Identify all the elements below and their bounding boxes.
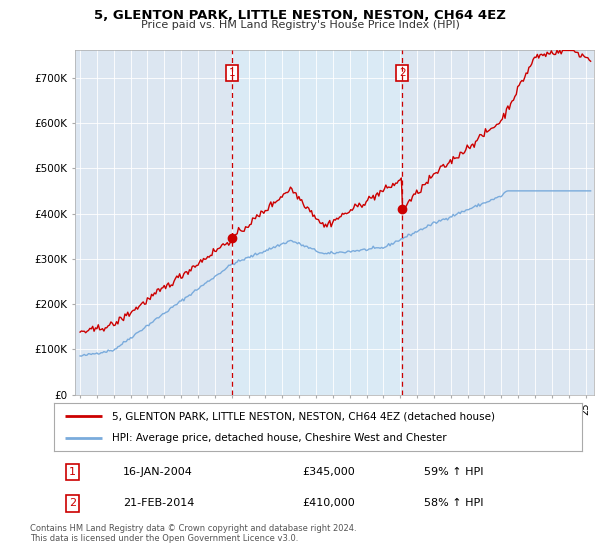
- Text: £345,000: £345,000: [302, 467, 355, 477]
- Text: Contains HM Land Registry data © Crown copyright and database right 2024.
This d: Contains HM Land Registry data © Crown c…: [30, 524, 356, 543]
- Text: 16-JAN-2004: 16-JAN-2004: [122, 467, 193, 477]
- Text: HPI: Average price, detached house, Cheshire West and Chester: HPI: Average price, detached house, Ches…: [112, 433, 447, 443]
- Text: 1: 1: [229, 68, 236, 78]
- Text: £410,000: £410,000: [302, 498, 355, 508]
- Text: 59% ↑ HPI: 59% ↑ HPI: [424, 467, 483, 477]
- Bar: [232, 50, 402, 395]
- Text: 21-FEB-2014: 21-FEB-2014: [122, 498, 194, 508]
- Text: 2: 2: [69, 498, 76, 508]
- Text: 1: 1: [69, 467, 76, 477]
- Text: 5, GLENTON PARK, LITTLE NESTON, NESTON, CH64 4EZ: 5, GLENTON PARK, LITTLE NESTON, NESTON, …: [94, 9, 506, 22]
- Text: 2: 2: [399, 68, 406, 78]
- Text: 5, GLENTON PARK, LITTLE NESTON, NESTON, CH64 4EZ (detached house): 5, GLENTON PARK, LITTLE NESTON, NESTON, …: [112, 411, 495, 421]
- Text: 58% ↑ HPI: 58% ↑ HPI: [424, 498, 483, 508]
- Text: Price paid vs. HM Land Registry's House Price Index (HPI): Price paid vs. HM Land Registry's House …: [140, 20, 460, 30]
